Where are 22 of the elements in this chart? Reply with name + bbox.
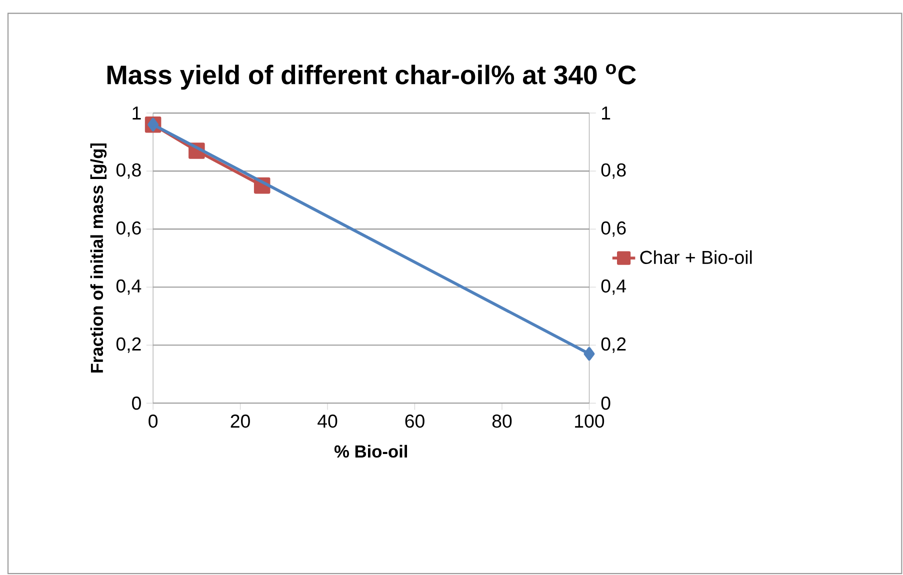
legend-label: Char + Bio-oil <box>640 250 752 264</box>
y2-tick-label: 0,2 <box>601 337 626 353</box>
y-tick-label: 1 <box>132 106 141 120</box>
x-tick-label: 0 <box>148 414 158 428</box>
x-tick-label: 100 <box>575 414 604 428</box>
y2-tick-label: 0,8 <box>601 163 626 179</box>
x-tick-label: 20 <box>230 414 250 428</box>
y2-tick-label: 1 <box>602 106 610 120</box>
y-tick-label: 0,8 <box>116 163 141 179</box>
y-tick-label: 0,2 <box>116 337 141 353</box>
x-tick-label: 60 <box>405 414 424 428</box>
y2-tick-label: 0 <box>601 396 610 410</box>
y-axis-title: Fraction of initial mass [g/g] <box>90 144 107 373</box>
x-axis-title: % Bio-oil <box>334 444 407 458</box>
y-tick-label: 0,6 <box>116 221 141 237</box>
y-tick-label: 0,4 <box>116 279 142 295</box>
y-tick-label: 0 <box>132 396 141 410</box>
x-tick-label: 40 <box>318 414 338 428</box>
chart-title: Mass yield of different char-oil% at 340 $^{o}$C <box>107 64 636 90</box>
y2-tick-label: 0,6 <box>601 221 626 237</box>
y2-tick-label: 0,4 <box>601 279 626 295</box>
x-tick-label: 80 <box>492 414 512 428</box>
